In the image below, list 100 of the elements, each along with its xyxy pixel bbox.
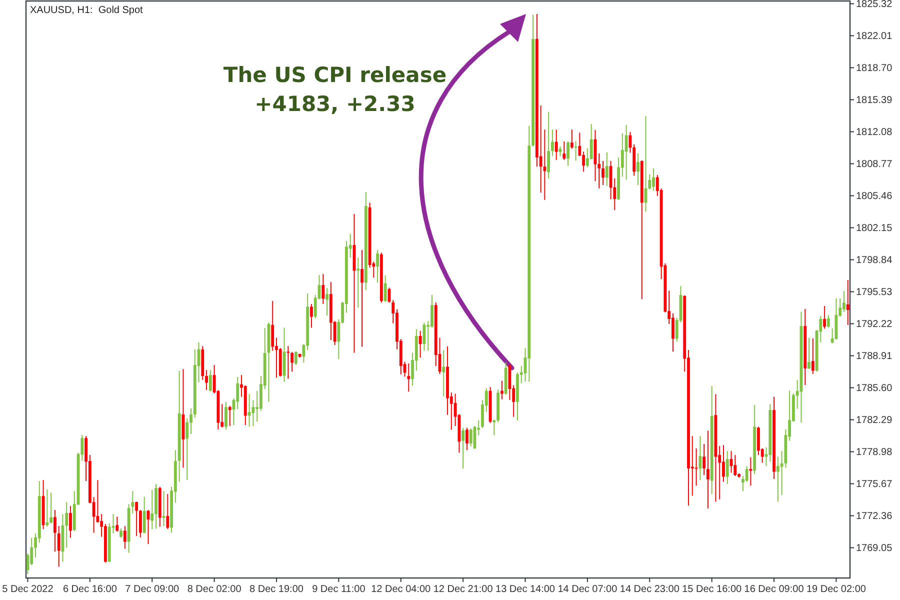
y-tick-label: 1822.01 (856, 31, 893, 42)
x-tick-label: 13 Dec 14:00 (496, 584, 556, 595)
candlestick (757, 426, 760, 456)
candlestick (846, 280, 850, 326)
candlestick (749, 456, 752, 486)
candlestick (407, 362, 410, 392)
candlestick (811, 338, 814, 374)
candlestick (46, 488, 49, 528)
candlestick (551, 129, 554, 156)
y-tick-label: 1808.77 (856, 159, 893, 170)
y-tick-label: 1825.32 (856, 0, 893, 10)
candlestick (69, 506, 72, 538)
candlestick (116, 516, 119, 532)
candlestick (823, 306, 826, 330)
candlestick (628, 132, 632, 154)
candlestick (430, 294, 434, 328)
candlestick (271, 300, 274, 352)
candlestick (150, 490, 154, 530)
candlestick (808, 337, 810, 370)
candlestick (422, 322, 426, 352)
candlestick (469, 428, 472, 447)
candlestick (706, 430, 710, 509)
candlestick (566, 140, 570, 166)
y-tick-label: 1775.67 (856, 479, 893, 490)
x-tick-label: 8 Dec 19:00 (250, 584, 304, 595)
x-tick-label: 12 Dec 04:00 (371, 584, 432, 595)
x-tick-label: 7 Dec 09:00 (125, 584, 180, 595)
candlestick (208, 370, 212, 392)
candlestick (224, 402, 228, 430)
candlestick (652, 168, 655, 192)
y-tick-label: 1815.39 (856, 95, 893, 106)
candlestick (636, 152, 640, 186)
candlestick (360, 250, 364, 348)
candlestick (166, 494, 170, 530)
candlestick (294, 350, 298, 366)
candlestick (50, 492, 53, 524)
y-tick-label: 1812.08 (856, 127, 893, 138)
y-tick-label: 1782.29 (856, 415, 893, 426)
y-tick-label: 1805.46 (856, 191, 893, 202)
y-tick-label: 1818.70 (856, 63, 893, 74)
candlestick (672, 312, 674, 352)
candlestick (286, 346, 290, 380)
candlestick (186, 418, 189, 481)
y-tick-label: 1785.60 (856, 383, 893, 394)
candlestick (123, 526, 126, 550)
candlestick (776, 456, 780, 502)
candlestick (698, 436, 702, 481)
candlestick (162, 490, 166, 527)
candlestick (65, 502, 68, 548)
candlestick (326, 288, 328, 316)
candlestick (465, 427, 468, 451)
y-tick-label: 1778.98 (856, 447, 893, 458)
x-tick-label: 19 Dec 02:00 (806, 584, 866, 595)
candlestick (842, 290, 846, 313)
y-tick-label: 1798.84 (856, 255, 893, 266)
candlestick (138, 510, 142, 538)
candlestick (722, 444, 725, 482)
candlestick (547, 111, 550, 180)
annotation: +4183, +2.33 (254, 92, 416, 116)
x-tick-label: 14 Dec 07:00 (558, 584, 618, 595)
candlestick (142, 496, 146, 534)
candlestick (190, 408, 192, 435)
y-tick-label: 1788.91 (856, 351, 893, 362)
candlestick (734, 454, 737, 476)
candlestick (205, 370, 208, 391)
candlestick (30, 537, 34, 566)
chart-title: XAUUSD, H1: Gold Spot (30, 5, 144, 16)
candlestick (310, 304, 313, 328)
candlestick (442, 350, 446, 397)
candlestick (745, 466, 748, 482)
x-tick-label: 5 Dec 2022 (2, 584, 54, 595)
y-tick-label: 1769.05 (856, 543, 893, 554)
x-tick-label: 15 Dec 16:00 (682, 584, 742, 595)
annotation: The US CPI release (223, 63, 447, 87)
candlestick (570, 129, 574, 150)
candlestick (53, 510, 56, 552)
x-tick-label: 14 Dec 23:00 (620, 584, 680, 595)
candlestick (418, 330, 422, 358)
y-tick-label: 1802.15 (856, 223, 893, 234)
x-tick-label: 16 Dec 09:00 (744, 584, 804, 595)
candlestick (602, 160, 604, 186)
candlestick (135, 501, 138, 537)
candlestick (624, 124, 628, 180)
x-tick-label: 9 Dec 11:00 (312, 584, 366, 595)
candlestick (562, 140, 566, 161)
candlestick (726, 450, 729, 485)
y-tick-label: 1772.36 (856, 511, 893, 522)
x-tick-label: 8 Dec 02:00 (187, 584, 242, 595)
candlestick (376, 250, 380, 284)
candlestick (605, 152, 608, 186)
candlestick (620, 132, 624, 178)
x-tick-label: 6 Dec 16:00 (62, 584, 118, 595)
candlestick (554, 129, 558, 161)
y-tick-label: 1792.22 (856, 319, 893, 330)
candlestick (120, 528, 122, 538)
x-tick-label: 12 Dec 21:00 (433, 584, 494, 595)
candlestick (356, 257, 360, 308)
candlestick (290, 352, 294, 372)
candlestick (462, 427, 465, 470)
candlestick (826, 314, 830, 328)
